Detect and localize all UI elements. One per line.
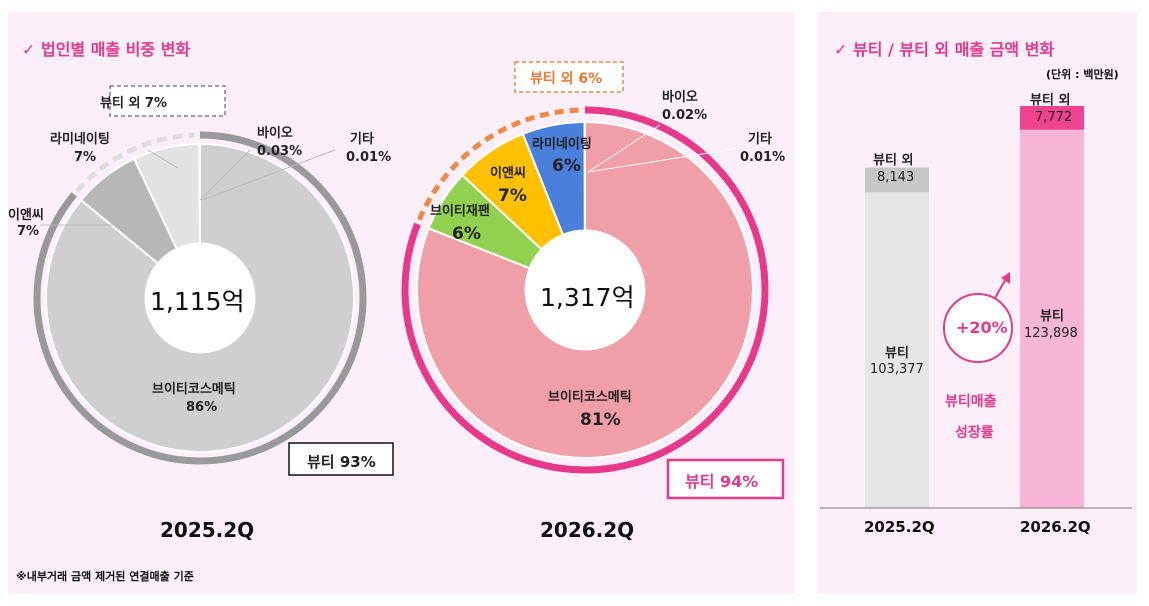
pie2-beauty-ring <box>401 106 769 474</box>
pie1-label-lamination: 라미네이팅 <box>50 132 110 147</box>
pie2-center-hole <box>524 229 646 351</box>
pie2-value-etc: 0.01% <box>740 150 786 165</box>
pie1-value-vtcosmetic: 86% <box>186 400 218 415</box>
pie2-slice-0 <box>416 120 754 459</box>
bar2-category: 2026.2Q <box>1020 518 1091 536</box>
pie1-leader-etc <box>201 149 336 201</box>
pie2-label-lamination: 라미네이팅 <box>532 137 592 152</box>
pie1-label-etc: 기타 <box>350 132 374 147</box>
pie1-value-etc: 0.01% <box>346 150 392 165</box>
pie1-label-vtcosmetic: 브이티코스메틱 <box>152 382 236 397</box>
pie1-nonbeauty-ring <box>75 132 195 193</box>
pie1-beauty-ring <box>33 131 367 465</box>
pie1-leader-lamination <box>147 149 179 169</box>
growth-circle <box>943 293 1013 363</box>
pie1-value-bio: 0.03% <box>257 144 303 159</box>
bar2-nonbeauty-name: 뷰티 외 <box>1030 93 1071 108</box>
pie2-value-vtjapan: 6% <box>452 224 481 244</box>
pie1-leader-bio <box>199 149 251 201</box>
right-heading: ✓ 뷰티 / 뷰티 외 매출 금액 변화 <box>834 40 1055 59</box>
pie2-leader-bio <box>587 124 661 173</box>
pie1-label-bio: 바이오 <box>257 126 293 141</box>
pie1-value-lamination: 7% <box>74 150 97 165</box>
pie2-nonbeauty-box <box>514 61 624 93</box>
pie2-period: 2026.2Q <box>540 518 635 542</box>
unit-label: (단위 : 백만원) <box>1046 68 1119 81</box>
pie2-label-vtjapan: 브이티재팬 <box>430 204 490 219</box>
bar2-beauty-value: 123,898 <box>1024 326 1078 341</box>
pie1-center-hole <box>144 242 256 354</box>
bar1-nonbeauty-value: 8,143 <box>877 170 915 185</box>
bar1-nonbeauty-name: 뷰티 외 <box>873 153 914 168</box>
pie1-period: 2025.2Q <box>160 518 255 542</box>
pie2-value-vtcosmetic: 81% <box>580 410 621 430</box>
pie2-nonbeauty-label: 뷰티 외 6% <box>530 71 603 87</box>
pie2-value-enc: 7% <box>498 186 527 206</box>
growth-caption-line2: 성장률 <box>955 425 994 441</box>
growth-value: +20% <box>956 318 1008 337</box>
footnote: ※내부거래 금액 제거된 연결매출 기준 <box>16 570 194 583</box>
bar-beauty-1 <box>1020 129 1084 509</box>
pie1-value-enc: 7% <box>17 224 40 239</box>
pie2-value-bio: 0.02% <box>662 108 708 123</box>
pie2-label-etc: 기타 <box>748 132 772 147</box>
pie1-nonbeauty-label: 뷰티 외 7% <box>100 96 168 111</box>
growth-arrow-head <box>1001 272 1010 284</box>
bar1-beauty-name: 뷰티 <box>885 346 909 361</box>
bar2-beauty-name: 뷰티 <box>1040 309 1064 324</box>
pie1-nonbeauty-box <box>109 85 226 117</box>
pie2-beauty-label: 뷰티 94% <box>685 472 759 491</box>
pie2-value-lamination: 6% <box>552 156 581 176</box>
bar-nonbeauty-1 <box>1020 106 1084 130</box>
pie2-label-enc: 이앤씨 <box>490 166 526 181</box>
pie1-label-enc: 이앤씨 <box>8 208 44 223</box>
bar1-beauty-value: 103,377 <box>870 362 924 377</box>
bar-nonbeauty-0 <box>865 167 929 193</box>
pie2-label-vtcosmetic: 브이티코스메틱 <box>548 390 632 405</box>
pie2-label-bio: 바이오 <box>662 90 698 105</box>
pie1-beauty-label: 뷰티 93% <box>307 453 376 471</box>
pie2-leader-etc <box>587 147 741 173</box>
pie2-center-label: 1,317억 <box>540 283 635 312</box>
bar-beauty-0 <box>865 192 929 509</box>
growth-caption-line1: 뷰티매출 <box>945 394 997 410</box>
bar2-nonbeauty-value: 7,772 <box>1035 110 1073 125</box>
pie2-beauty-box <box>666 458 785 500</box>
pie1-center-label: 1,115억 <box>150 287 245 316</box>
pie1-beauty-box <box>288 442 394 476</box>
bar1-category: 2025.2Q <box>864 518 935 536</box>
left-heading: ✓ 법인별 매출 비중 변화 <box>22 40 191 59</box>
